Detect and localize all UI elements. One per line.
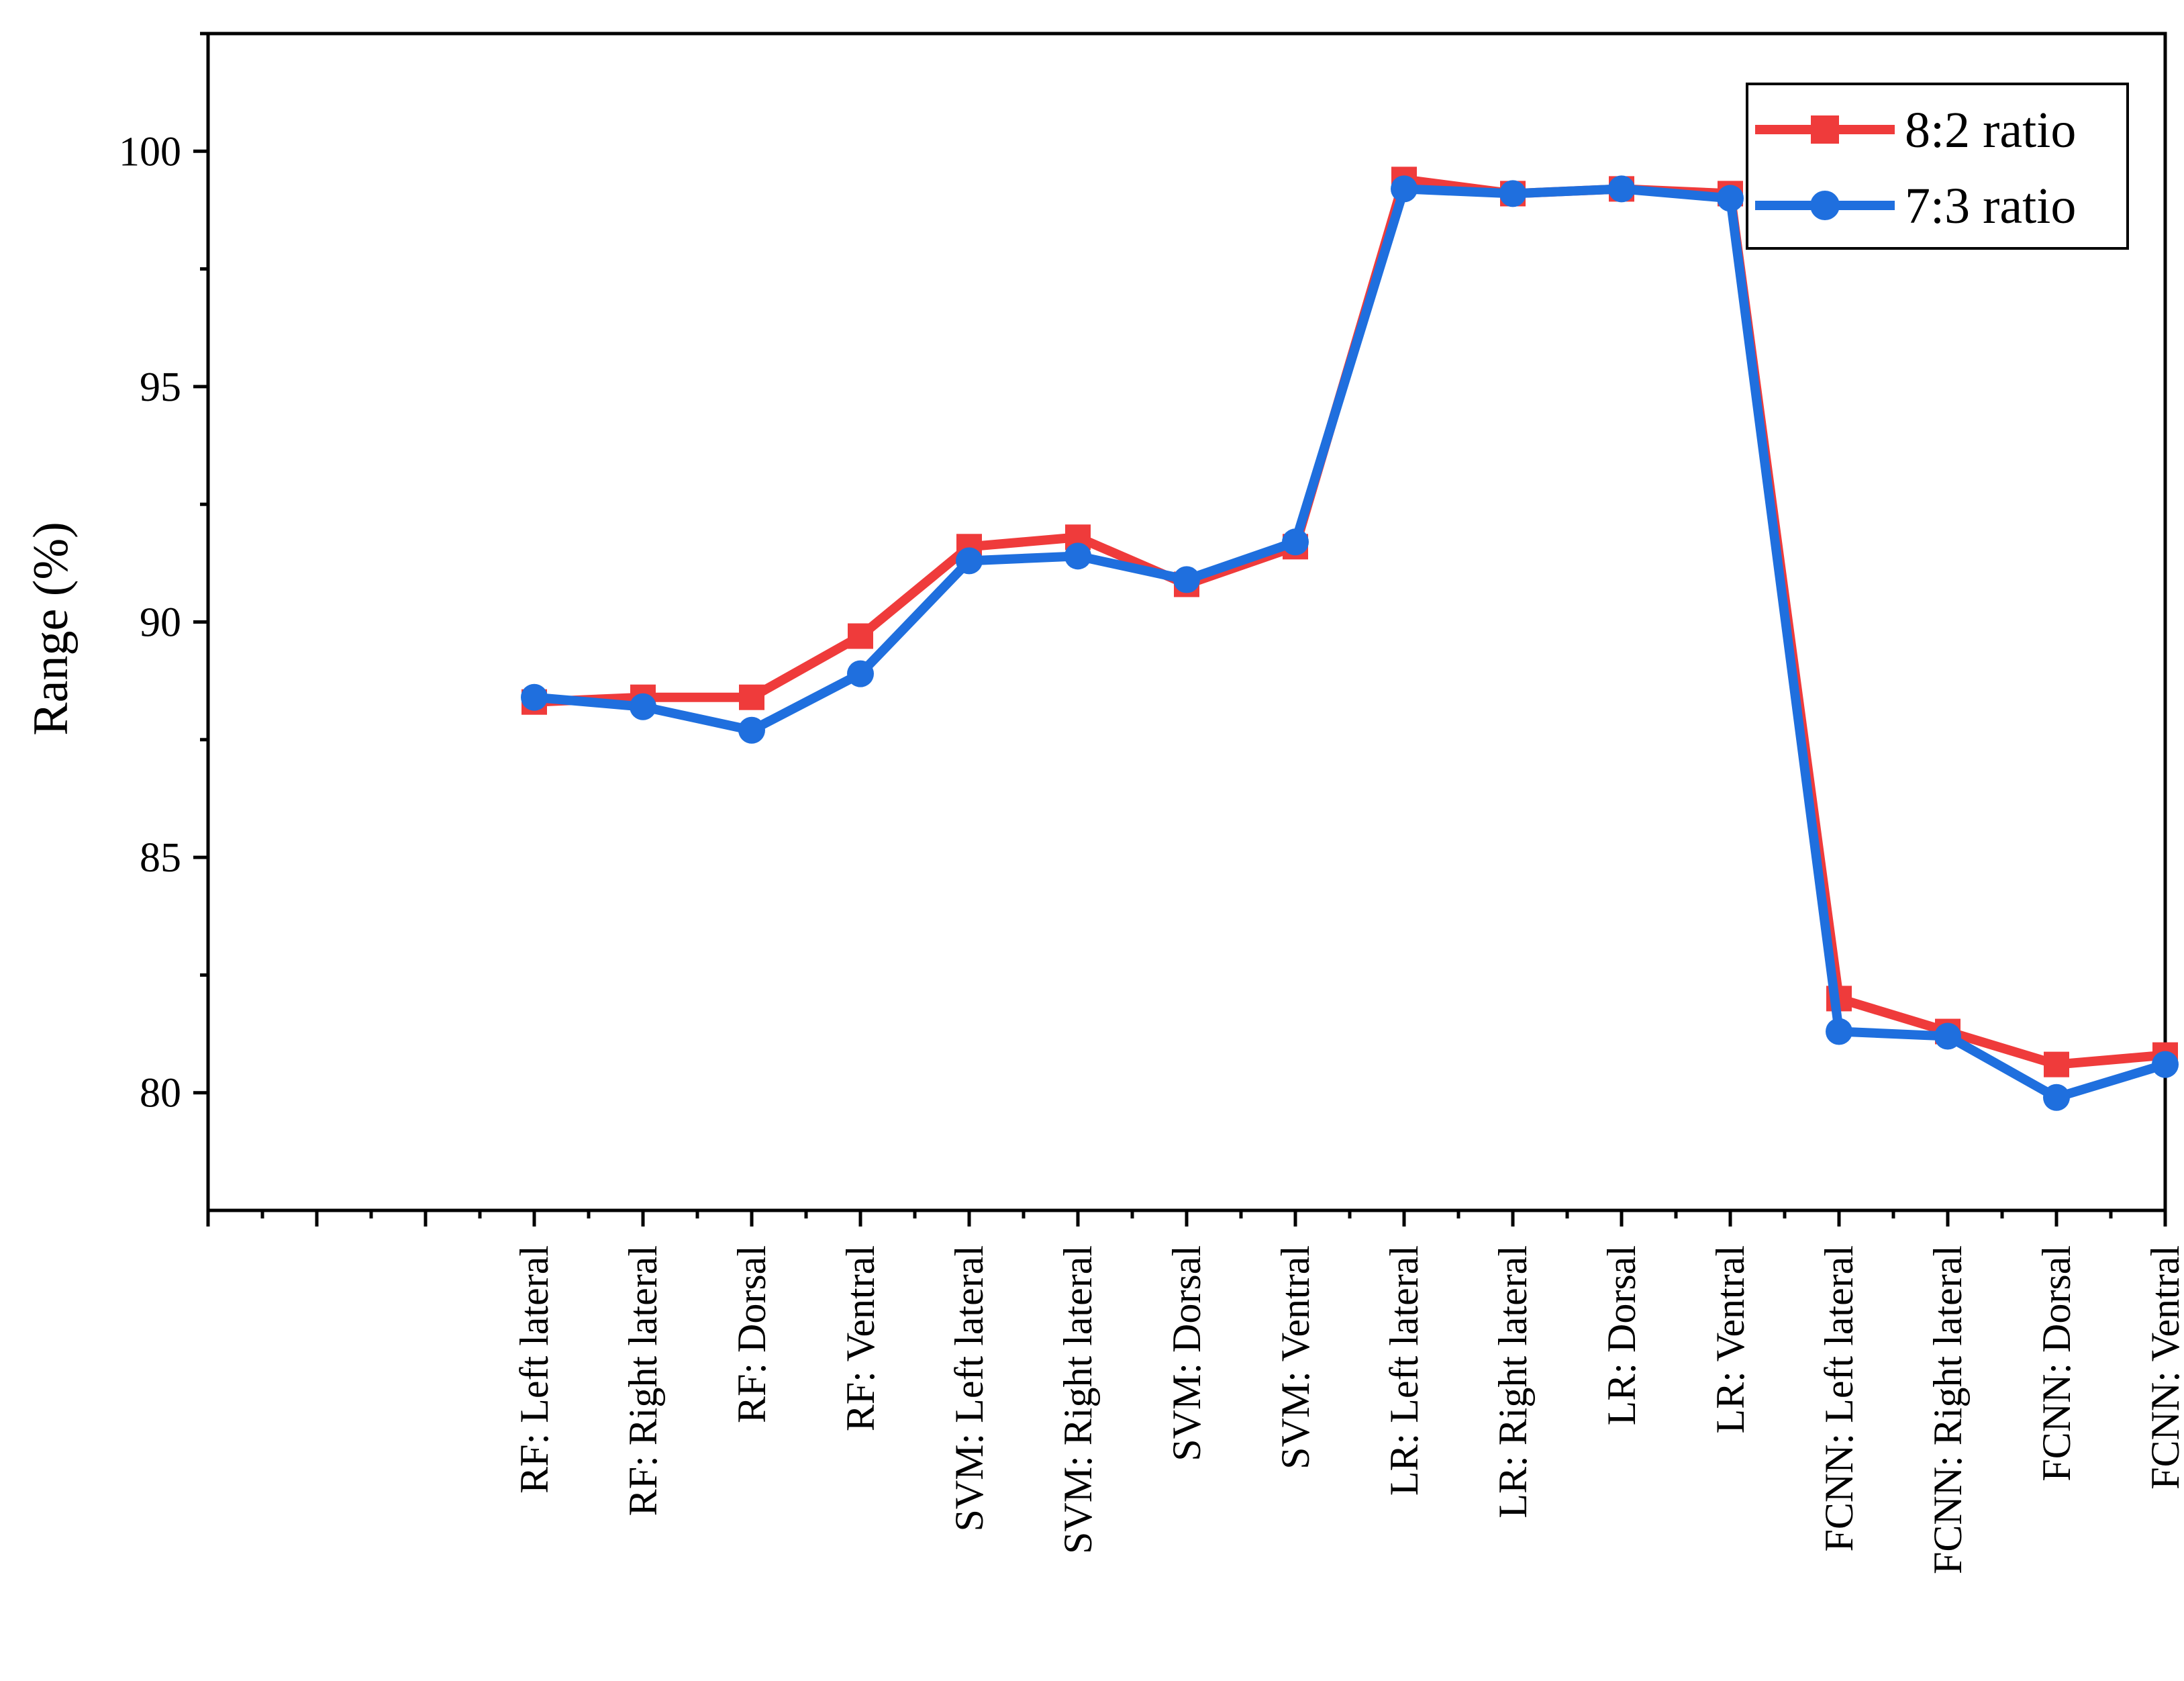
data-point-circle xyxy=(1282,528,1309,556)
data-point-circle xyxy=(1064,542,1091,570)
x-category-label: FCNN: Right lateral xyxy=(1926,1245,1970,1574)
data-point-circle xyxy=(630,693,656,720)
y-tick-label: 80 xyxy=(140,1071,181,1116)
x-category-label: SVM: Ventral xyxy=(1273,1245,1318,1470)
data-point-circle xyxy=(1608,175,1635,203)
x-category-label: SVM: Right lateral xyxy=(1056,1245,1100,1554)
legend-box xyxy=(1746,83,2129,250)
x-category-label: RF: Left lateral xyxy=(512,1245,556,1494)
x-category-label: RF: Right lateral xyxy=(621,1245,665,1516)
x-category-label: RF: Dorsal xyxy=(730,1245,774,1423)
data-point-circle xyxy=(738,716,765,744)
data-point-circle xyxy=(521,683,548,711)
x-category-label: FCNN: Ventral xyxy=(2143,1245,2184,1490)
data-point-square xyxy=(739,684,764,710)
data-point-circle xyxy=(2043,1084,2070,1111)
y-tick-label: 90 xyxy=(140,600,181,646)
x-category-label: LR: Ventral xyxy=(1708,1245,1752,1434)
legend-label: 7:3 ratio xyxy=(1905,178,2076,234)
x-category-label: LR: Right lateral xyxy=(1491,1245,1535,1519)
y-tick-label: 100 xyxy=(119,129,181,175)
data-point-circle xyxy=(1826,1018,1852,1045)
x-category-label: SVM: Dorsal xyxy=(1164,1245,1209,1461)
data-point-circle xyxy=(1717,185,1744,212)
data-point-circle xyxy=(847,660,874,687)
x-category-label: FCNN: Left lateral xyxy=(1817,1245,1861,1552)
data-point-square xyxy=(848,623,873,649)
data-point-circle xyxy=(2152,1051,2179,1078)
series-line-2 xyxy=(534,184,2167,1102)
data-point-circle xyxy=(1173,566,1200,593)
data-point-circle xyxy=(1934,1022,1961,1050)
x-category-label: LR: Left lateral xyxy=(1382,1245,1426,1496)
data-point-square xyxy=(2044,1051,2069,1077)
x-category-label: RF: Ventral xyxy=(838,1245,883,1431)
x-category-label: SVM: Left lateral xyxy=(947,1245,991,1532)
series-line-1 xyxy=(534,175,2166,1069)
data-point-circle xyxy=(1391,175,1418,203)
data-point-circle xyxy=(956,547,983,575)
legend-marker-circle xyxy=(1810,191,1840,220)
y-axis-title: Range (%) xyxy=(23,522,79,735)
x-category-label: LR: Dorsal xyxy=(1599,1245,1644,1425)
data-point-circle xyxy=(1499,180,1526,207)
legend-label: 8:2 ratio xyxy=(1905,102,2076,158)
y-tick-label: 95 xyxy=(140,365,181,410)
y-tick-label: 85 xyxy=(140,835,181,881)
legend-marker-square xyxy=(1811,115,1839,144)
x-category-label: FCNN: Dorsal xyxy=(2034,1245,2079,1482)
